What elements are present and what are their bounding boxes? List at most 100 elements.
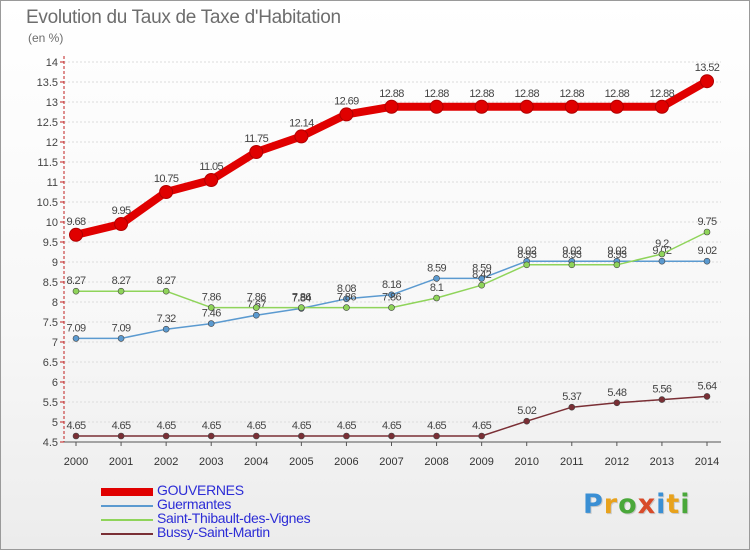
data-label-saint-thibault-des-vignes: 8.27 <box>66 275 85 287</box>
legend-swatch <box>101 519 153 521</box>
data-label-saint-thibault-des-vignes: 7.86 <box>382 292 401 304</box>
legend-swatch <box>101 533 153 535</box>
x-tick-label: 2014 <box>695 456 719 468</box>
logo-letter: i <box>680 489 691 520</box>
y-tick-label: 10.5 <box>37 197 58 209</box>
legend-label: GOUVERNES <box>157 482 244 498</box>
data-point-gouvernes <box>564 99 579 114</box>
data-point-saint-thibault-des-vignes <box>207 304 215 311</box>
x-tick-label: 2002 <box>154 456 178 468</box>
data-point-saint-thibault-des-vignes <box>117 287 125 295</box>
x-tick-label: 2010 <box>514 456 538 468</box>
y-tick-label: 6 <box>52 377 58 389</box>
x-tick-label: 2003 <box>199 456 223 468</box>
y-tick-label: 9 <box>52 257 58 269</box>
legend-swatch <box>101 488 153 496</box>
data-label-guermantes: 8.59 <box>472 262 491 274</box>
x-tick-label: 2008 <box>424 456 448 468</box>
y-tick-label: 9.5 <box>43 237 58 249</box>
data-point-gouvernes <box>69 227 83 242</box>
data-point-saint-thibault-des-vignes <box>658 250 666 258</box>
data-label-gouvernes: 12.69 <box>334 95 359 107</box>
data-label-guermantes: 8.59 <box>427 262 446 274</box>
data-point-saint-thibault-des-vignes <box>162 287 170 295</box>
data-point-bussy-saint-martin <box>298 432 305 440</box>
data-point-saint-thibault-des-vignes <box>252 304 260 311</box>
data-label-guermantes: 8.18 <box>382 279 401 291</box>
data-label-gouvernes: 13.52 <box>695 62 720 74</box>
logo-letter: r <box>603 489 619 520</box>
data-label-saint-thibault-des-vignes: 8.93 <box>562 249 581 261</box>
data-point-guermantes <box>658 257 666 265</box>
y-tick-label: 13 <box>46 97 58 109</box>
data-label-bussy-saint-martin: 5.37 <box>562 391 581 403</box>
data-point-bussy-saint-martin <box>207 432 215 440</box>
data-label-gouvernes: 12.88 <box>514 88 539 100</box>
x-tick-label: 2004 <box>244 456 268 468</box>
y-tick-label: 14 <box>46 57 58 69</box>
data-point-gouvernes <box>474 99 489 114</box>
data-point-gouvernes <box>294 129 309 144</box>
data-label-guermantes: 9.02 <box>562 245 581 257</box>
data-label-bussy-saint-martin: 4.65 <box>247 420 266 432</box>
data-label-bussy-saint-martin: 4.65 <box>337 420 356 432</box>
data-point-bussy-saint-martin <box>703 393 711 400</box>
data-label-gouvernes: 9.68 <box>66 216 85 228</box>
data-label-gouvernes: 12.88 <box>650 88 675 100</box>
data-label-bussy-saint-martin: 5.02 <box>517 405 536 417</box>
y-tick-label: 11 <box>47 177 58 189</box>
data-label-gouvernes: 12.88 <box>379 88 404 100</box>
data-point-guermantes <box>117 335 125 342</box>
data-point-guermantes <box>343 295 350 303</box>
y-tick-label: 5 <box>52 417 58 429</box>
data-point-saint-thibault-des-vignes <box>613 261 621 269</box>
data-label-saint-thibault-des-vignes: 8.42 <box>472 269 491 281</box>
data-label-saint-thibault-des-vignes: 8.27 <box>112 275 131 287</box>
data-label-saint-thibault-des-vignes: 8.1 <box>430 282 444 294</box>
data-label-saint-thibault-des-vignes: 7.86 <box>292 292 311 304</box>
data-label-bussy-saint-martin: 4.65 <box>427 420 446 432</box>
data-point-gouvernes <box>429 99 444 114</box>
data-label-bussy-saint-martin: 4.65 <box>472 420 491 432</box>
x-tick-label: 2005 <box>289 456 313 468</box>
data-point-bussy-saint-martin <box>117 432 125 440</box>
logo-letter: o <box>618 489 638 520</box>
data-label-guermantes: 9.02 <box>607 245 626 257</box>
data-label-guermantes: 7.46 <box>202 308 221 320</box>
data-point-saint-thibault-des-vignes <box>388 304 395 311</box>
y-tick-label: 10 <box>46 217 58 229</box>
data-point-bussy-saint-martin <box>162 432 170 440</box>
logo-letter: t <box>666 489 681 520</box>
y-tick-label: 8 <box>52 297 58 309</box>
data-label-guermantes: 7.09 <box>112 322 131 334</box>
data-point-gouvernes <box>384 99 399 114</box>
data-label-saint-thibault-des-vignes: 8.93 <box>607 249 626 261</box>
data-label-gouvernes: 12.14 <box>289 117 314 129</box>
data-label-bussy-saint-martin: 4.65 <box>66 420 85 432</box>
data-point-gouvernes <box>204 173 219 187</box>
x-tick-label: 2006 <box>334 456 358 468</box>
y-tick-label: 13.5 <box>37 77 58 89</box>
data-label-bussy-saint-martin: 4.65 <box>292 420 311 432</box>
proxiti-logo: Proxiti <box>583 489 691 520</box>
data-point-guermantes <box>433 275 440 282</box>
y-tick-label: 5.5 <box>43 397 58 409</box>
logo-letter: i <box>656 489 667 520</box>
y-tick-label: 8.5 <box>43 277 58 289</box>
data-label-bussy-saint-martin: 5.48 <box>607 387 626 399</box>
data-point-bussy-saint-martin <box>252 432 260 440</box>
x-tick-label: 2012 <box>605 456 629 468</box>
data-label-saint-thibault-des-vignes: 7.86 <box>337 292 356 304</box>
data-point-saint-thibault-des-vignes <box>343 304 350 311</box>
legend-swatch <box>101 505 153 507</box>
y-tick-label: 7.5 <box>43 317 58 329</box>
x-tick-label: 2011 <box>560 456 584 468</box>
data-label-gouvernes: 12.88 <box>424 88 449 100</box>
data-label-saint-thibault-des-vignes: 8.93 <box>517 249 536 261</box>
data-point-guermantes <box>252 311 260 319</box>
data-label-bussy-saint-martin: 5.64 <box>697 380 716 392</box>
data-label-saint-thibault-des-vignes: 9.2 <box>655 238 669 250</box>
data-point-gouvernes <box>159 185 174 199</box>
data-point-guermantes <box>207 320 215 327</box>
